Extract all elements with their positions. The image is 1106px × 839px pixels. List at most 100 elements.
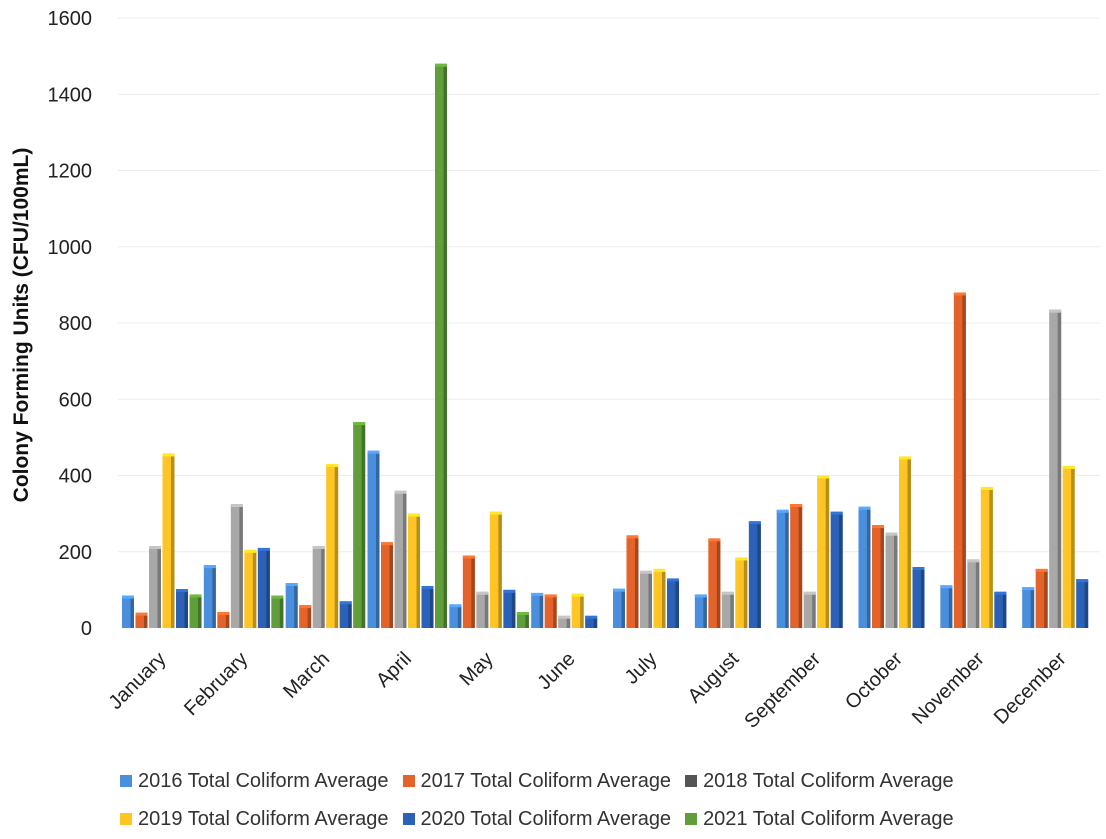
bar-shade bbox=[1071, 467, 1075, 628]
legend-swatch-2018 bbox=[685, 775, 698, 787]
bar-highlight bbox=[626, 535, 639, 539]
bar-highlight bbox=[244, 549, 257, 553]
x-tick-labels: January February March April May June July Augu… bbox=[105, 648, 1071, 733]
bar-highlight bbox=[353, 422, 366, 426]
bar-shade bbox=[279, 597, 284, 628]
bar-highlight bbox=[872, 525, 884, 529]
legend-label-2021: 2021 Total Coliform Average bbox=[703, 807, 954, 830]
x-tick-label-april: April bbox=[372, 648, 416, 692]
bar-highlight bbox=[230, 504, 243, 508]
bar-highlight bbox=[503, 589, 516, 593]
bar-shade bbox=[376, 452, 380, 628]
legend-item-2017: 2017 Total Coliform Average bbox=[402, 769, 672, 793]
bar-highlight bbox=[489, 511, 502, 515]
bar-highlight bbox=[217, 611, 230, 615]
bar-shade bbox=[1044, 570, 1048, 628]
bar-highlight bbox=[381, 542, 393, 546]
bar-highlight bbox=[1035, 568, 1048, 572]
bar-shade bbox=[212, 567, 216, 628]
bar-highlight bbox=[516, 611, 529, 615]
bar-highlight bbox=[790, 504, 803, 508]
legend-swatch-2021 bbox=[685, 813, 698, 825]
legend-label-2020: 2020 Total Coliform Average bbox=[420, 807, 672, 830]
x-tick-label-january: January bbox=[105, 648, 171, 714]
bar-shade bbox=[812, 593, 816, 628]
bar-highlight bbox=[449, 604, 462, 608]
bar-shade bbox=[498, 513, 502, 628]
bar-shade bbox=[171, 455, 175, 628]
bar-highlight bbox=[613, 588, 625, 592]
bar-highlight bbox=[721, 591, 734, 595]
bar-shade bbox=[334, 466, 339, 628]
bar-shade bbox=[1030, 589, 1035, 628]
bar-shade bbox=[157, 548, 161, 628]
x-tick-label-november: November bbox=[908, 648, 989, 729]
bars bbox=[122, 63, 1089, 628]
bar-shade bbox=[743, 559, 748, 628]
bar-shade bbox=[443, 65, 447, 628]
bar-shade bbox=[921, 569, 925, 628]
x-tick-label-december: December bbox=[990, 648, 1071, 729]
y-tick-label: 400 bbox=[59, 466, 92, 488]
bar-highlight bbox=[558, 615, 571, 619]
bar-shade bbox=[907, 458, 911, 628]
bar-shade bbox=[130, 597, 134, 628]
y-tick-label: 1000 bbox=[48, 237, 93, 259]
bar-shade bbox=[144, 614, 148, 628]
y-tick-labels: 0 200 400 600 800 1000 1200 1400 1600 bbox=[48, 8, 93, 640]
bar-shade bbox=[294, 585, 298, 628]
bar-highlight bbox=[830, 511, 843, 515]
bar-shade bbox=[252, 551, 257, 628]
bar-shade bbox=[825, 477, 830, 628]
bar-shade bbox=[307, 607, 312, 628]
bar-highlight bbox=[203, 565, 216, 569]
legend-label-2017: 2017 Total Coliform Average bbox=[420, 769, 672, 792]
legend-label-2019: 2019 Total Coliform Average bbox=[138, 807, 389, 830]
bar-shade bbox=[894, 534, 898, 628]
bar-highlight bbox=[162, 453, 175, 457]
x-tick-label-may: May bbox=[456, 648, 498, 690]
bar-highlight bbox=[394, 490, 407, 494]
bar-shade bbox=[566, 617, 571, 628]
legend-row-2: 2019 Total Coliform Average 2020 Total C… bbox=[120, 800, 1020, 838]
bar-shade bbox=[239, 506, 243, 628]
bar-shade bbox=[703, 596, 707, 628]
bar-shade bbox=[593, 617, 598, 628]
bar-highlight bbox=[271, 595, 284, 599]
bar-highlight bbox=[531, 592, 544, 596]
bar-highlight bbox=[544, 594, 557, 598]
bar-shade bbox=[839, 513, 843, 628]
bar-highlight bbox=[953, 292, 966, 296]
bar-highlight bbox=[1049, 309, 1062, 313]
bar-highlight bbox=[421, 586, 434, 590]
bar-highlight bbox=[189, 594, 202, 598]
gridlines bbox=[118, 17, 1100, 553]
legend-row-1: 2016 Total Coliform Average 2017 Total C… bbox=[120, 762, 1020, 800]
bar-highlight bbox=[980, 486, 993, 490]
legend-swatch-2017 bbox=[402, 775, 415, 787]
bar-shade bbox=[389, 544, 393, 628]
bar-shade bbox=[880, 527, 884, 628]
y-tick-label: 0 bbox=[81, 618, 92, 640]
bar-highlight bbox=[912, 567, 925, 570]
bar-shade bbox=[716, 540, 721, 628]
bar-highlight bbox=[135, 612, 148, 616]
y-tick-label: 1200 bbox=[48, 161, 93, 183]
bar-highlight bbox=[367, 450, 380, 454]
bar-shade bbox=[662, 570, 666, 628]
bar-shade bbox=[975, 561, 980, 628]
bar-highlight bbox=[817, 475, 830, 479]
bar-highlight bbox=[285, 583, 298, 587]
bar-shade bbox=[553, 596, 557, 628]
bar-shade bbox=[785, 511, 789, 628]
legend-label-2018: 2018 Total Coliform Average bbox=[703, 769, 954, 792]
bar-highlight bbox=[408, 513, 420, 517]
legend-swatch-2019 bbox=[120, 813, 132, 825]
bar-highlight bbox=[1062, 465, 1075, 469]
x-tick-label-august: August bbox=[684, 648, 744, 708]
bar-highlight bbox=[994, 591, 1007, 595]
bar-shade bbox=[621, 590, 625, 628]
bar-highlight bbox=[312, 546, 325, 550]
bar-highlight bbox=[1022, 587, 1035, 591]
